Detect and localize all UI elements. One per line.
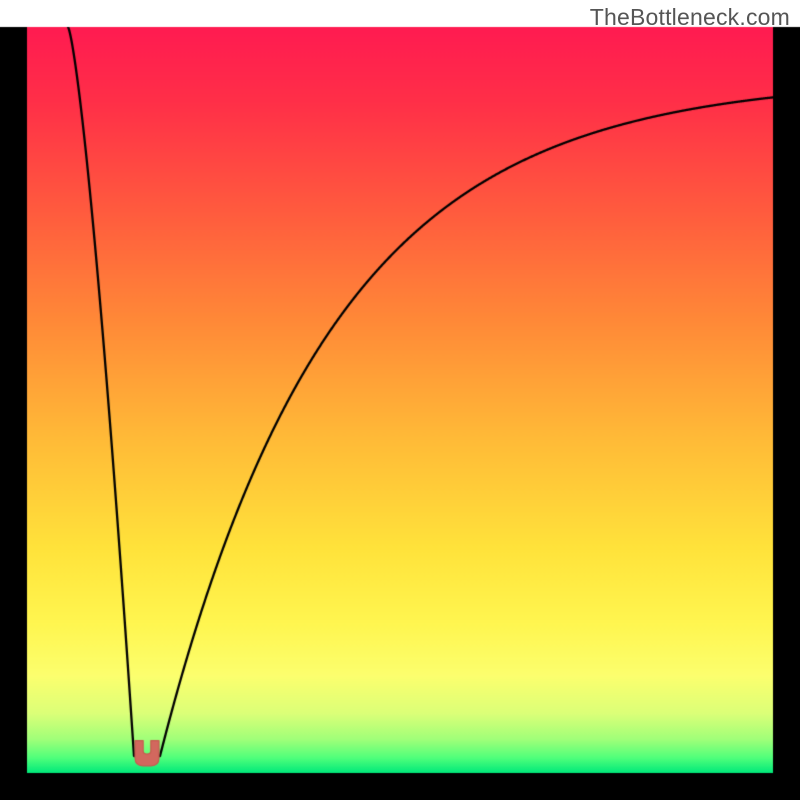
bottleneck-heatmap-canvas — [0, 0, 800, 800]
chart-container: TheBottleneck.com — [0, 0, 800, 800]
watermark-text: TheBottleneck.com — [590, 4, 790, 31]
